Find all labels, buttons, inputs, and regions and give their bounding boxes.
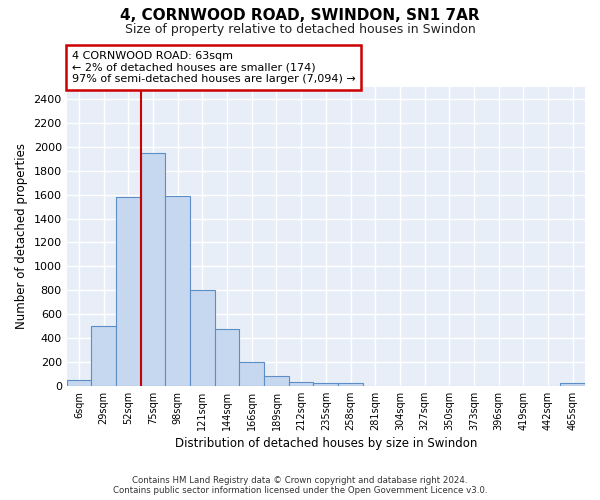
Text: 4 CORNWOOD ROAD: 63sqm
← 2% of detached houses are smaller (174)
97% of semi-det: 4 CORNWOOD ROAD: 63sqm ← 2% of detached … xyxy=(72,51,356,84)
Bar xyxy=(313,384,338,386)
Bar xyxy=(264,376,289,386)
Bar xyxy=(239,362,264,386)
Bar xyxy=(67,380,91,386)
Bar xyxy=(560,384,585,386)
Bar xyxy=(215,329,239,386)
Bar xyxy=(289,382,313,386)
Text: Size of property relative to detached houses in Swindon: Size of property relative to detached ho… xyxy=(125,22,475,36)
Bar xyxy=(141,153,166,386)
Bar xyxy=(166,196,190,386)
Y-axis label: Number of detached properties: Number of detached properties xyxy=(15,144,28,330)
Text: Contains HM Land Registry data © Crown copyright and database right 2024.
Contai: Contains HM Land Registry data © Crown c… xyxy=(113,476,487,495)
Bar xyxy=(116,197,141,386)
Bar xyxy=(91,326,116,386)
Text: 4, CORNWOOD ROAD, SWINDON, SN1 7AR: 4, CORNWOOD ROAD, SWINDON, SN1 7AR xyxy=(120,8,480,22)
Bar xyxy=(338,384,363,386)
Bar xyxy=(190,290,215,386)
X-axis label: Distribution of detached houses by size in Swindon: Distribution of detached houses by size … xyxy=(175,437,477,450)
